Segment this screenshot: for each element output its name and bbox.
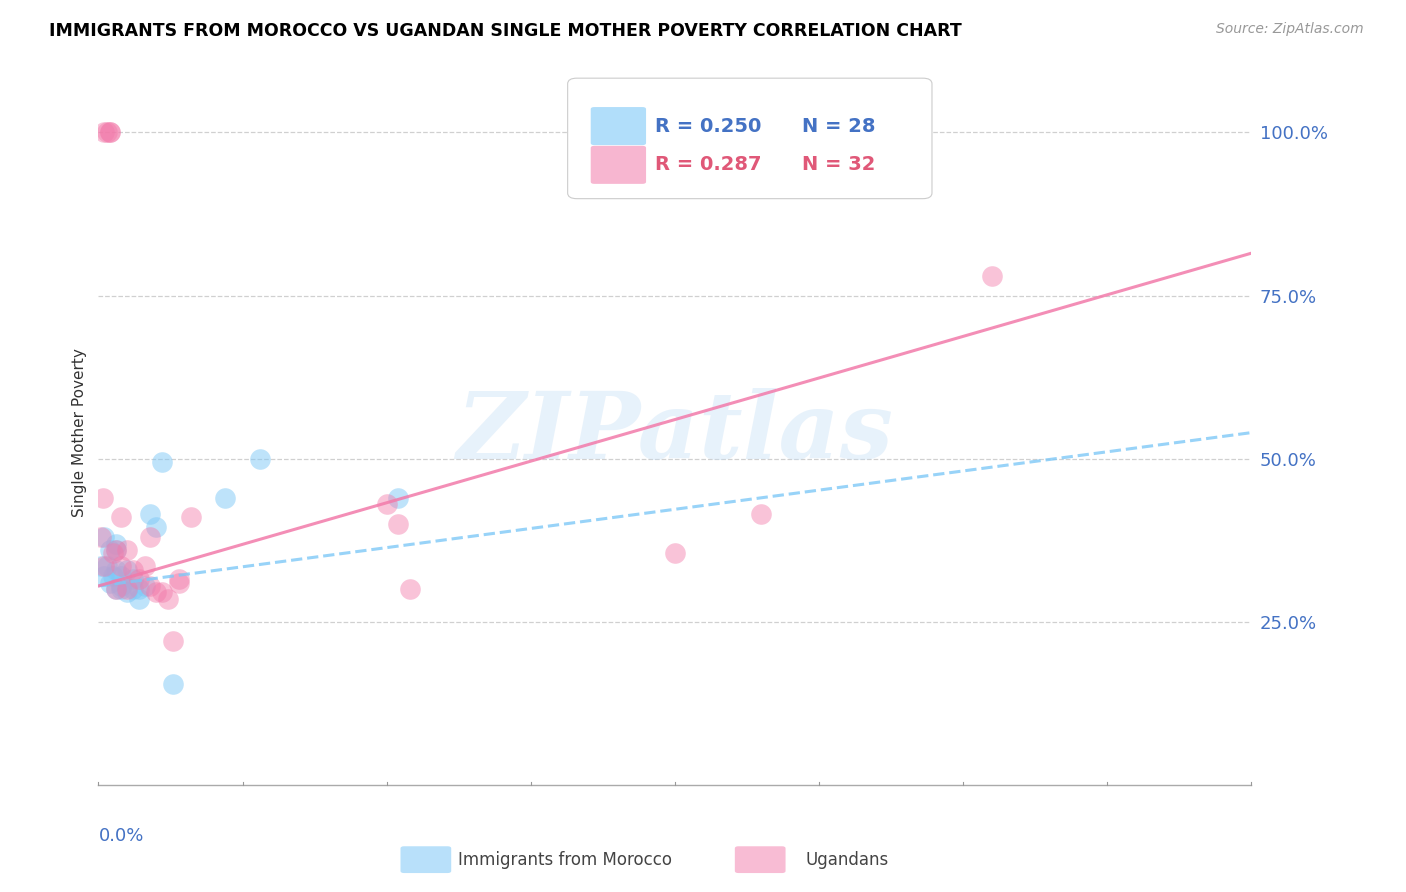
Point: [110, 579, 132, 593]
Text: R = 0.250: R = 0.250: [655, 117, 762, 136]
Point: [117, 563, 139, 577]
Point: [139, 507, 162, 521]
Point: [93, 126, 115, 140]
Point: [110, 510, 132, 524]
Text: N = 28: N = 28: [801, 117, 875, 136]
Point: [122, 563, 145, 577]
Point: [145, 520, 167, 534]
Point: [249, 451, 271, 466]
Text: N = 32: N = 32: [801, 155, 875, 174]
Point: [150, 455, 173, 469]
Point: [90, 559, 112, 574]
Point: [101, 546, 124, 560]
Point: [96, 559, 118, 574]
Point: [150, 585, 173, 599]
Point: [104, 582, 127, 597]
FancyBboxPatch shape: [591, 107, 647, 145]
Point: [104, 536, 127, 550]
Point: [214, 491, 236, 505]
Point: [128, 573, 150, 587]
Point: [104, 543, 127, 558]
Point: [98, 575, 121, 590]
Point: [93, 569, 115, 583]
FancyBboxPatch shape: [591, 145, 647, 184]
Y-axis label: Single Mother Poverty: Single Mother Poverty: [72, 348, 87, 517]
Point: [110, 582, 132, 597]
Point: [387, 491, 409, 505]
Text: IMMIGRANTS FROM MOROCCO VS UGANDAN SINGLE MOTHER POVERTY CORRELATION CHART: IMMIGRANTS FROM MOROCCO VS UGANDAN SINGL…: [49, 22, 962, 40]
Point: [162, 677, 184, 691]
Text: Immigrants from Morocco: Immigrants from Morocco: [458, 851, 672, 869]
Text: Source: ZipAtlas.com: Source: ZipAtlas.com: [1216, 22, 1364, 37]
Point: [93, 559, 115, 574]
Point: [90, 530, 112, 544]
Point: [104, 543, 127, 558]
Point: [156, 592, 179, 607]
Point: [101, 569, 124, 583]
Point: [128, 582, 150, 597]
FancyBboxPatch shape: [735, 847, 786, 873]
Point: [104, 563, 127, 577]
Point: [91, 491, 114, 505]
Point: [110, 559, 132, 574]
Point: [98, 543, 121, 558]
Point: [167, 573, 190, 587]
Point: [122, 573, 145, 587]
FancyBboxPatch shape: [401, 847, 451, 873]
Point: [145, 585, 167, 599]
Text: 0.0%: 0.0%: [98, 827, 143, 846]
Point: [139, 579, 162, 593]
Point: [664, 546, 686, 560]
Point: [117, 585, 139, 599]
Point: [134, 559, 156, 574]
Point: [139, 530, 162, 544]
Point: [162, 634, 184, 648]
Point: [398, 582, 420, 597]
Point: [117, 582, 139, 597]
Point: [387, 516, 409, 531]
Point: [98, 126, 121, 140]
Point: [110, 569, 132, 583]
Text: ZIPatlas: ZIPatlas: [457, 388, 893, 477]
FancyBboxPatch shape: [568, 78, 932, 199]
Point: [167, 575, 190, 590]
Point: [375, 497, 398, 511]
Point: [128, 592, 150, 607]
Point: [98, 126, 121, 140]
Point: [134, 579, 156, 593]
Text: Ugandans: Ugandans: [806, 851, 889, 869]
Point: [981, 268, 1004, 283]
Point: [122, 582, 145, 597]
Point: [104, 582, 127, 597]
Text: R = 0.287: R = 0.287: [655, 155, 762, 174]
Point: [93, 530, 115, 544]
Point: [117, 543, 139, 558]
Point: [180, 510, 202, 524]
Point: [751, 507, 773, 521]
Point: [96, 126, 118, 140]
